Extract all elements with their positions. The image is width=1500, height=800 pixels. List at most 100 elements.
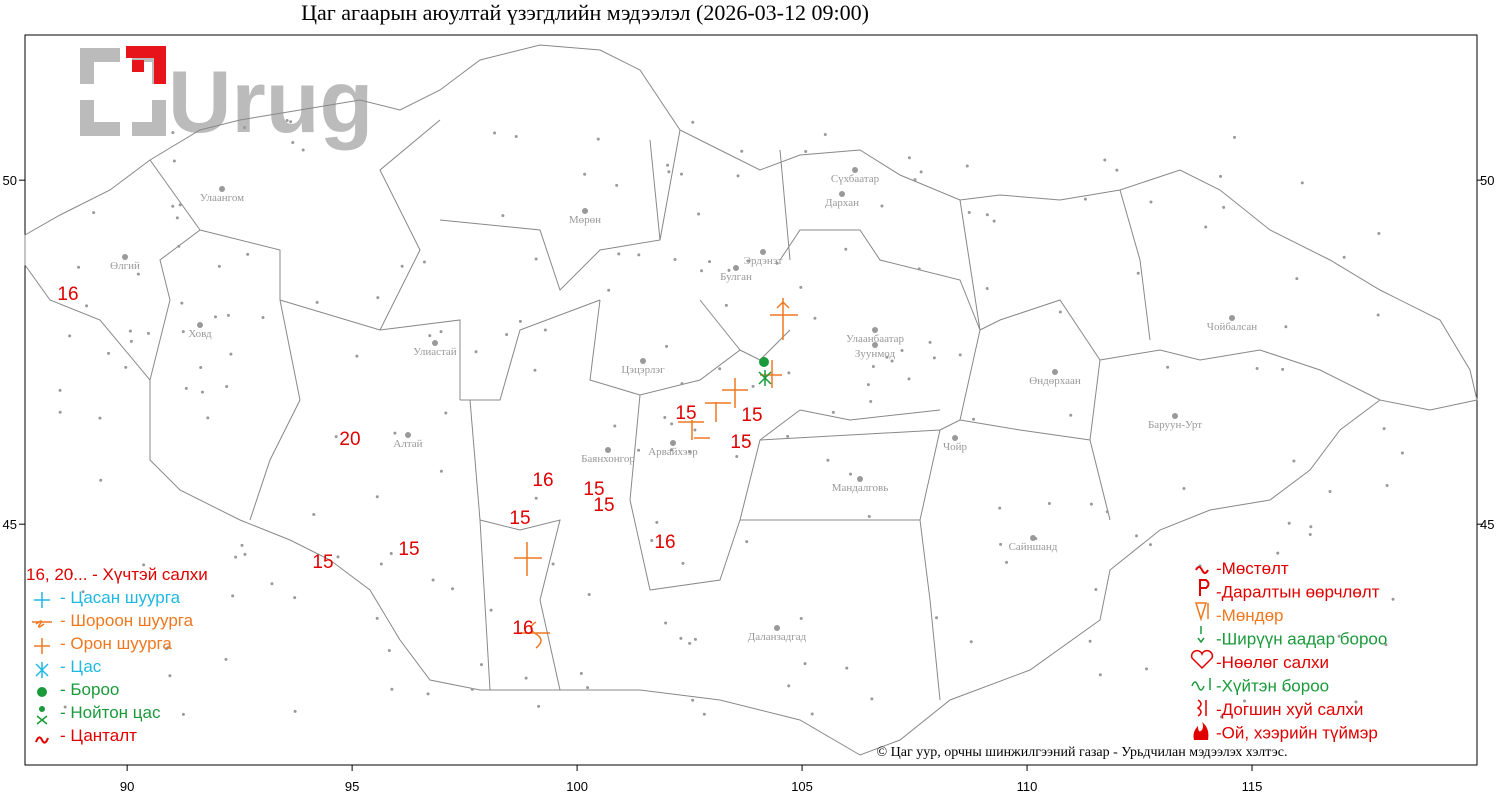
station-dot [1276, 551, 1280, 555]
station-dot [746, 259, 750, 263]
station-dot [965, 164, 969, 168]
city-label: Баруун-Урт [1148, 419, 1202, 431]
station-dot [175, 216, 179, 220]
city-dot [1030, 535, 1036, 541]
weather-symbols [514, 298, 798, 649]
wind-speed: 20 [339, 429, 360, 450]
legend-right-item: -Ой, хээрийн түймэр [1216, 724, 1378, 743]
station-dot [489, 608, 493, 612]
city-label: Мандалговь [832, 482, 889, 494]
city-label: Баянхонгор [581, 453, 635, 465]
legend-left-item: - Цас [60, 657, 102, 676]
wind-speed: 16 [532, 470, 553, 491]
station-dot [845, 666, 849, 670]
station-dot [697, 212, 701, 216]
station-dot [1069, 413, 1073, 417]
city-label: Өндөрхаан [1029, 375, 1081, 387]
station-dot [669, 448, 673, 452]
city-label: Зуунмод [855, 348, 896, 360]
wind-speed: 15 [398, 539, 419, 560]
station-dot [214, 315, 218, 319]
station-dot [743, 438, 747, 442]
station-dot [1148, 543, 1152, 547]
station-dot [1255, 367, 1259, 371]
station-dot [181, 330, 185, 334]
station-dot [375, 495, 379, 499]
logo-text: Urug [168, 52, 373, 151]
station-dot [693, 428, 697, 432]
station-dot [1047, 502, 1051, 506]
city-dot [405, 432, 411, 438]
station-dot [505, 332, 509, 336]
station-dot [1105, 510, 1109, 514]
legend-left-item: - Цасан шуурга [60, 588, 181, 607]
legend-left-item: - Шороон шуурга [60, 611, 194, 630]
station-dot [985, 213, 989, 217]
station-dot [1103, 158, 1107, 162]
station-dot [1385, 484, 1389, 488]
station-dot [1083, 197, 1087, 201]
station-dot [1295, 277, 1299, 281]
station-dot [379, 562, 383, 566]
station-dot [390, 687, 394, 691]
station-dot [913, 178, 917, 182]
station-dot [393, 431, 397, 435]
province-borders [149, 119, 1381, 701]
station-dot [799, 285, 803, 289]
city-dot [219, 186, 225, 192]
city-dot [122, 254, 128, 260]
legend-right-item: -Даралтын өөрчлөлт [1216, 583, 1380, 602]
station-dot [206, 416, 210, 420]
station-dot [63, 705, 67, 709]
station-dot [1232, 135, 1236, 139]
wind-speed: 15 [509, 508, 530, 529]
city-dot [952, 435, 958, 441]
station-dot [99, 478, 103, 482]
station-dot [474, 350, 478, 354]
station-dot [524, 676, 528, 680]
station-dot [969, 640, 973, 644]
station-dot [999, 542, 1003, 546]
legend-right-item: -Мөндөр [1216, 606, 1284, 625]
x-tick-label: 110 [1017, 779, 1038, 794]
city-label: Эрдэнэт [744, 255, 783, 267]
station-dot [376, 296, 380, 300]
station-dot [871, 364, 875, 368]
station-dot [1204, 225, 1208, 229]
city-dot [1172, 413, 1178, 419]
station-dot [334, 435, 338, 439]
station-dot [919, 170, 923, 174]
station-dot [803, 662, 807, 666]
station-dot [666, 163, 670, 167]
station-dot [804, 150, 808, 154]
legend-left-item: - Орон шуурга [60, 634, 172, 653]
station-dot [234, 555, 238, 559]
city-dot [839, 191, 845, 197]
station-dot [869, 399, 873, 403]
station-dot [537, 704, 541, 708]
station-dot [870, 697, 874, 701]
station-dot [1342, 255, 1346, 259]
y-tick-label: 45 [1480, 517, 1494, 532]
station-dot [1094, 587, 1098, 591]
wind-speed: 16 [654, 532, 675, 553]
station-dot [613, 424, 617, 428]
station-dot [1391, 597, 1395, 601]
station-dot [928, 340, 932, 344]
station-dot [670, 422, 674, 426]
city-dot [1229, 315, 1235, 321]
station-dot [439, 330, 443, 334]
city-label: Ховд [188, 328, 212, 340]
station-dot [967, 210, 971, 214]
station-dot [177, 244, 181, 248]
station-dot [579, 671, 583, 675]
station-dot [1400, 451, 1404, 455]
station-dot [688, 641, 692, 645]
legend-right-item: -Хүйтэн бороо [1216, 677, 1329, 696]
station-dot [1115, 168, 1119, 172]
station-dot [849, 472, 853, 476]
station-dot [1166, 365, 1170, 369]
city-dot [640, 358, 646, 364]
station-dot [200, 390, 204, 394]
